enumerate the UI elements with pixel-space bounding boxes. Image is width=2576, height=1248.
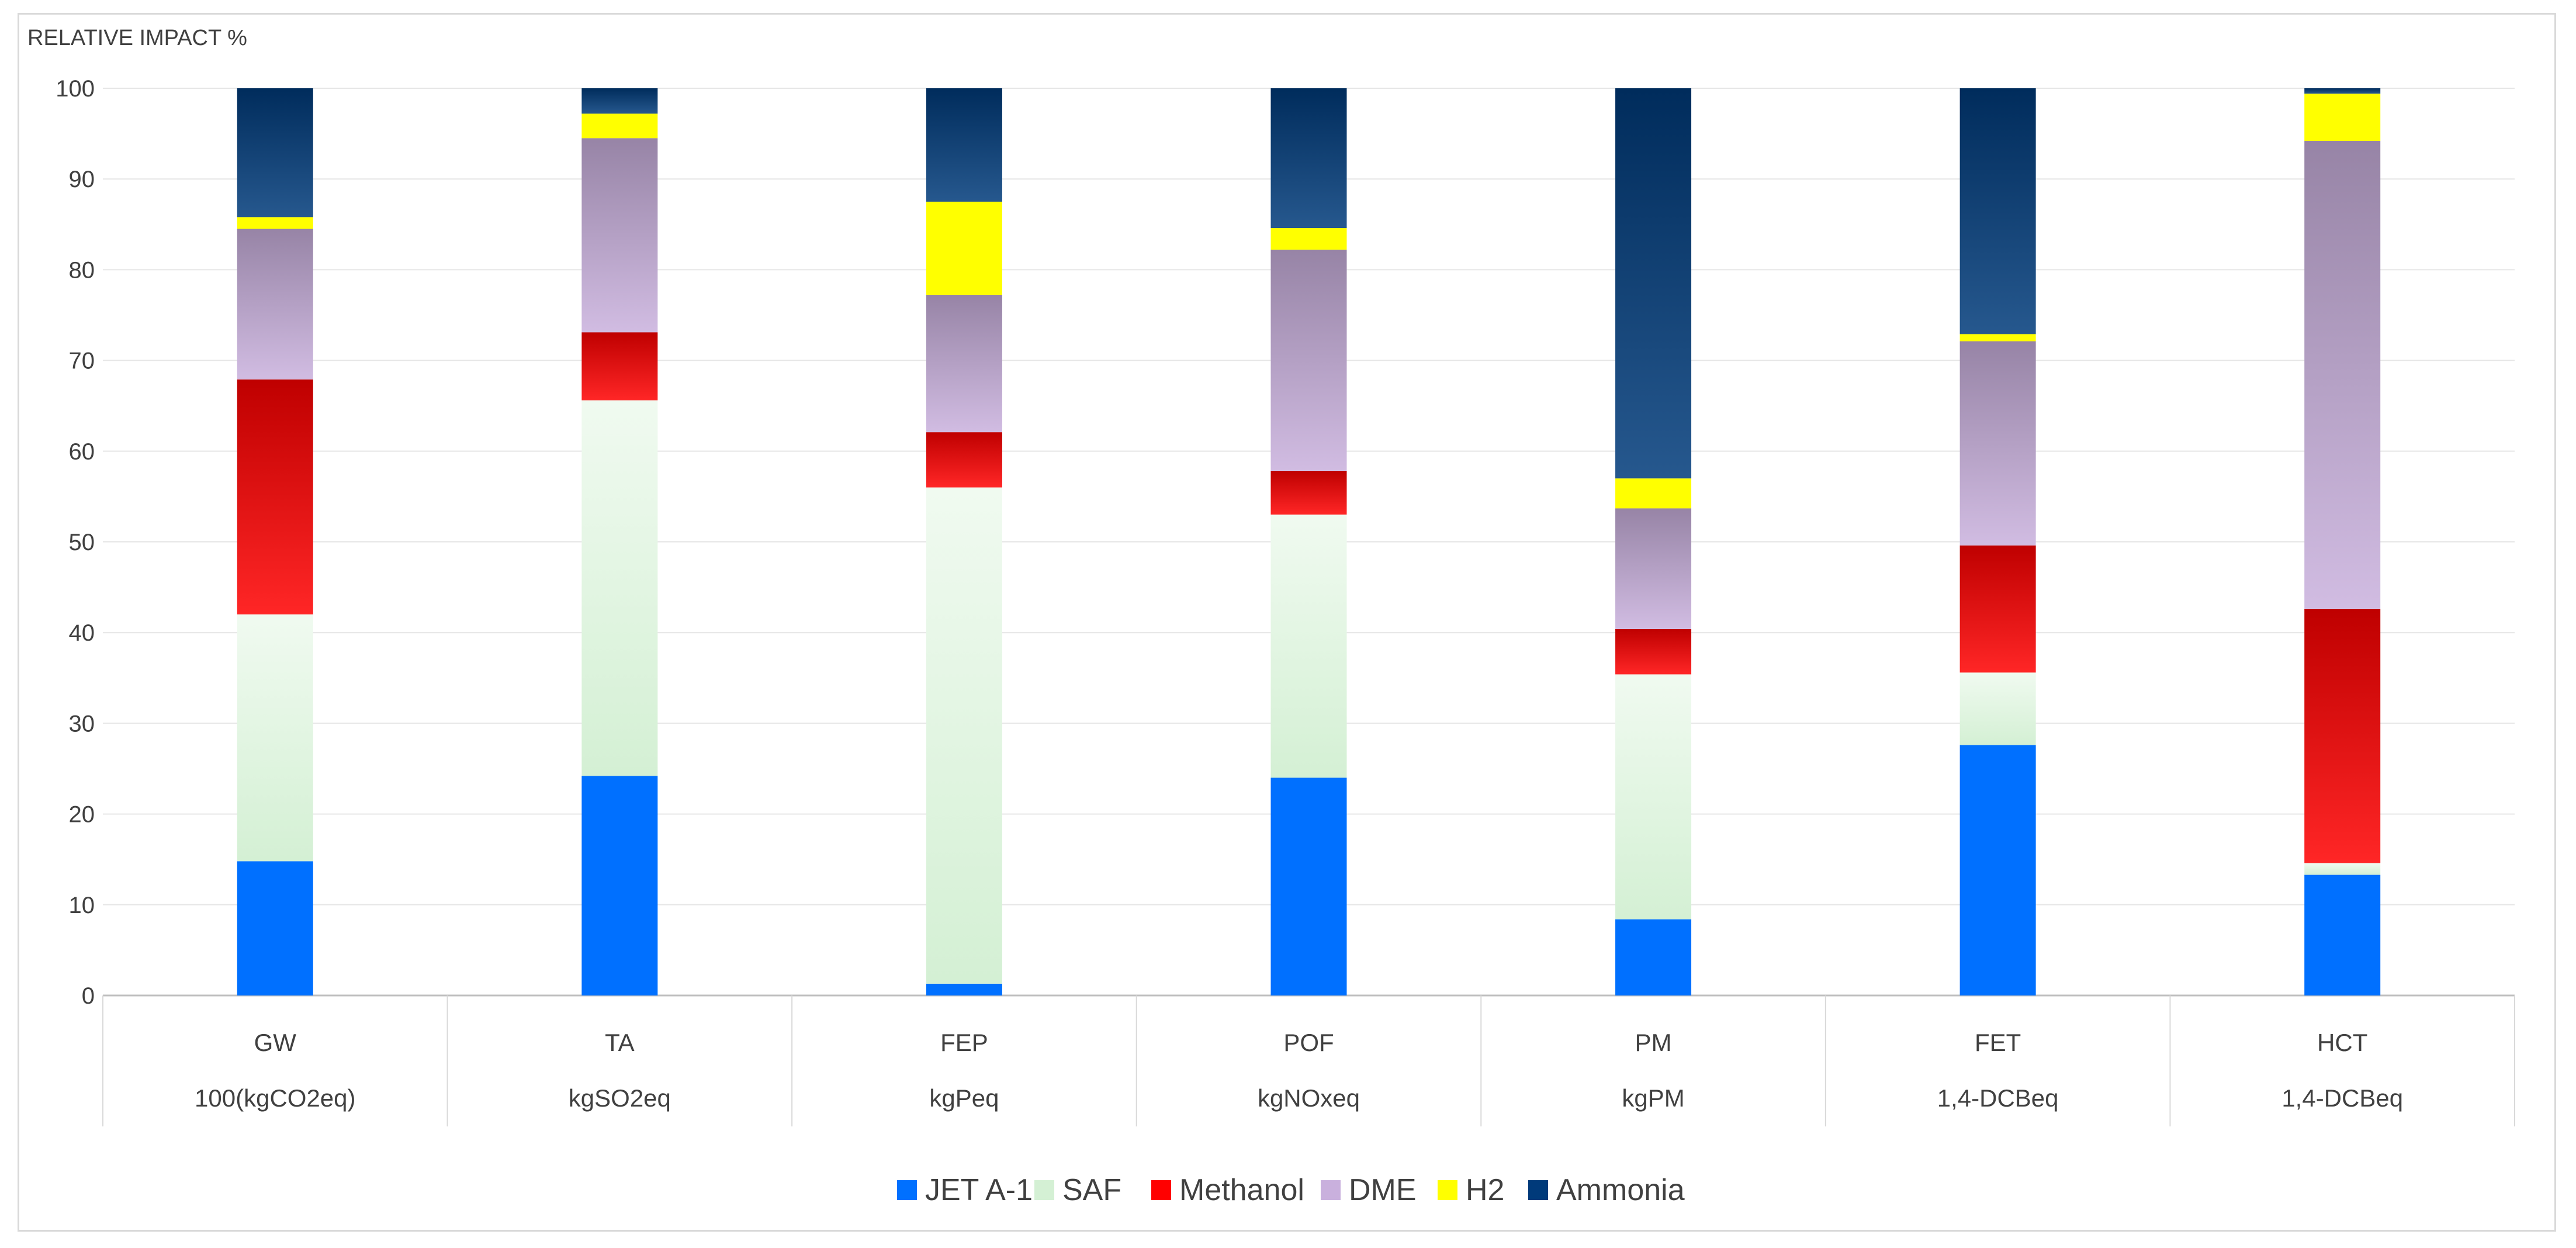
category-table: GW 100(kgCO2eq) TA kgSO2eq FEP kgPeq POF kgNOxe… xyxy=(102,995,2515,1126)
category-unit-label: kgPM xyxy=(1622,1084,1684,1112)
bar-segment-fep-methanol xyxy=(926,432,1002,488)
y-tick-label: 0 xyxy=(82,983,95,1009)
legend-item-jet-a-1: JET A-1 xyxy=(897,1173,1033,1207)
bar-segment-fet-h2 xyxy=(1959,334,2036,342)
category-label: TA xyxy=(605,1029,635,1056)
bar-segment-pof-ammonia xyxy=(1270,88,1347,229)
legend-item-ammonia: Ammonia xyxy=(1528,1173,1685,1207)
category-label: HCT xyxy=(2317,1029,2367,1056)
legend-swatch xyxy=(1438,1180,1457,1200)
bar-segment-hct-dme xyxy=(2304,141,2381,609)
bar-segment-pm-jet-a-1 xyxy=(1615,919,1692,995)
bar-segment-gw-jet-a-1 xyxy=(237,861,313,995)
legend-label: Ammonia xyxy=(1556,1173,1685,1207)
bar-segment-pm-dme xyxy=(1615,508,1692,629)
bar-segment-ta-saf xyxy=(581,400,658,776)
bar-segment-fep-h2 xyxy=(926,202,1002,295)
category-unit-label: kgNOxeq xyxy=(1258,1084,1360,1112)
bar-segment-fep-saf xyxy=(926,487,1002,984)
bar-segment-ta-jet-a-1 xyxy=(581,776,658,995)
bar-segment-fet-saf xyxy=(1959,672,2036,745)
legend-swatch xyxy=(1034,1180,1054,1200)
legend-label: JET A-1 xyxy=(925,1173,1033,1207)
y-tick-label: 10 xyxy=(69,893,95,918)
category-label: GW xyxy=(254,1029,297,1056)
category-label: FEP xyxy=(940,1029,988,1056)
bar-segment-gw-methanol xyxy=(237,379,313,615)
stacked-bar-chart: RELATIVE IMPACT % 0 10 20 30 40 50 60 70 80 90 100… xyxy=(27,26,2515,1207)
y-axis-ticks: 0 10 20 30 40 50 60 70 80 90 100 xyxy=(56,76,95,1009)
bar-segment-ta-dme xyxy=(581,138,658,333)
y-axis-title: RELATIVE IMPACT % xyxy=(27,26,247,50)
bar-segment-hct-methanol xyxy=(2304,609,2381,863)
bar-segment-fet-methanol xyxy=(1959,545,2036,673)
bar-segment-ta-methanol xyxy=(581,332,658,400)
legend-swatch xyxy=(897,1180,917,1200)
bar-segment-fet-ammonia xyxy=(1959,88,2036,334)
category-unit-label: 1,4-DCBeq xyxy=(2281,1084,2403,1112)
y-tick-label: 30 xyxy=(69,711,95,737)
legend-item-saf: SAF xyxy=(1034,1173,1121,1207)
bars xyxy=(237,88,2381,995)
bar-segment-hct-jet-a-1 xyxy=(2304,874,2381,995)
bar-segment-pof-methanol xyxy=(1270,471,1347,515)
y-tick-label: 50 xyxy=(69,530,95,555)
category-label: PM xyxy=(1635,1029,1672,1056)
category-unit-label: kgPeq xyxy=(929,1084,999,1112)
legend-label: DME xyxy=(1349,1173,1417,1207)
bar-segment-pof-saf xyxy=(1270,514,1347,778)
legend-swatch xyxy=(1151,1180,1171,1200)
y-tick-label: 70 xyxy=(69,348,95,374)
bar-segment-pm-methanol xyxy=(1615,628,1692,675)
bar-segment-pm-h2 xyxy=(1615,478,1692,509)
bar-segment-fep-jet-a-1 xyxy=(926,983,1002,995)
category-unit-label: 100(kgCO2eq) xyxy=(195,1084,355,1112)
bar-segment-pm-saf xyxy=(1615,674,1692,919)
bar-segment-pof-dme xyxy=(1270,250,1347,471)
y-tick-label: 80 xyxy=(69,257,95,283)
bar-segment-pof-jet-a-1 xyxy=(1270,777,1347,995)
bar-segment-gw-dme xyxy=(237,229,313,380)
bar-segment-fet-jet-a-1 xyxy=(1959,745,2036,995)
legend-label: Methanol xyxy=(1179,1173,1304,1207)
legend-label: H2 xyxy=(1466,1173,1504,1207)
bar-segment-hct-ammonia xyxy=(2304,88,2381,94)
legend-item-h2: H2 xyxy=(1438,1173,1504,1207)
bar-segment-gw-h2 xyxy=(237,217,313,229)
chart-frame: RELATIVE IMPACT % 0 10 20 30 40 50 60 70 80 90 100… xyxy=(18,13,2556,1232)
category-label: POF xyxy=(1283,1029,1334,1056)
y-tick-label: 40 xyxy=(69,620,95,646)
bar-segment-pm-ammonia xyxy=(1615,88,1692,479)
legend-swatch xyxy=(1528,1180,1548,1200)
bar-segment-ta-h2 xyxy=(581,113,658,139)
category-unit-label: 1,4-DCBeq xyxy=(1937,1084,2059,1112)
legend-label: SAF xyxy=(1062,1173,1121,1207)
bar-segment-hct-h2 xyxy=(2304,94,2381,141)
bar-segment-ta-ammonia xyxy=(581,88,658,114)
y-tick-label: 100 xyxy=(56,76,95,102)
bar-segment-gw-saf xyxy=(237,614,313,862)
y-tick-label: 90 xyxy=(69,167,95,192)
bar-segment-fep-ammonia xyxy=(926,88,1002,202)
y-tick-label: 20 xyxy=(69,802,95,828)
legend: JET A-1 SAF Methanol DME H2 Ammonia xyxy=(897,1173,1685,1207)
y-tick-label: 60 xyxy=(69,439,95,465)
bar-segment-fet-dme xyxy=(1959,341,2036,546)
legend-item-dme: DME xyxy=(1321,1173,1417,1207)
bar-segment-fep-dme xyxy=(926,295,1002,433)
bar-segment-hct-saf xyxy=(2304,863,2381,875)
bar-segment-pof-h2 xyxy=(1270,228,1347,250)
category-label: FET xyxy=(1975,1029,2021,1056)
bar-segment-gw-ammonia xyxy=(237,88,313,217)
legend-swatch xyxy=(1321,1180,1341,1200)
legend-item-methanol: Methanol xyxy=(1151,1173,1304,1207)
category-unit-label: kgSO2eq xyxy=(569,1084,671,1112)
